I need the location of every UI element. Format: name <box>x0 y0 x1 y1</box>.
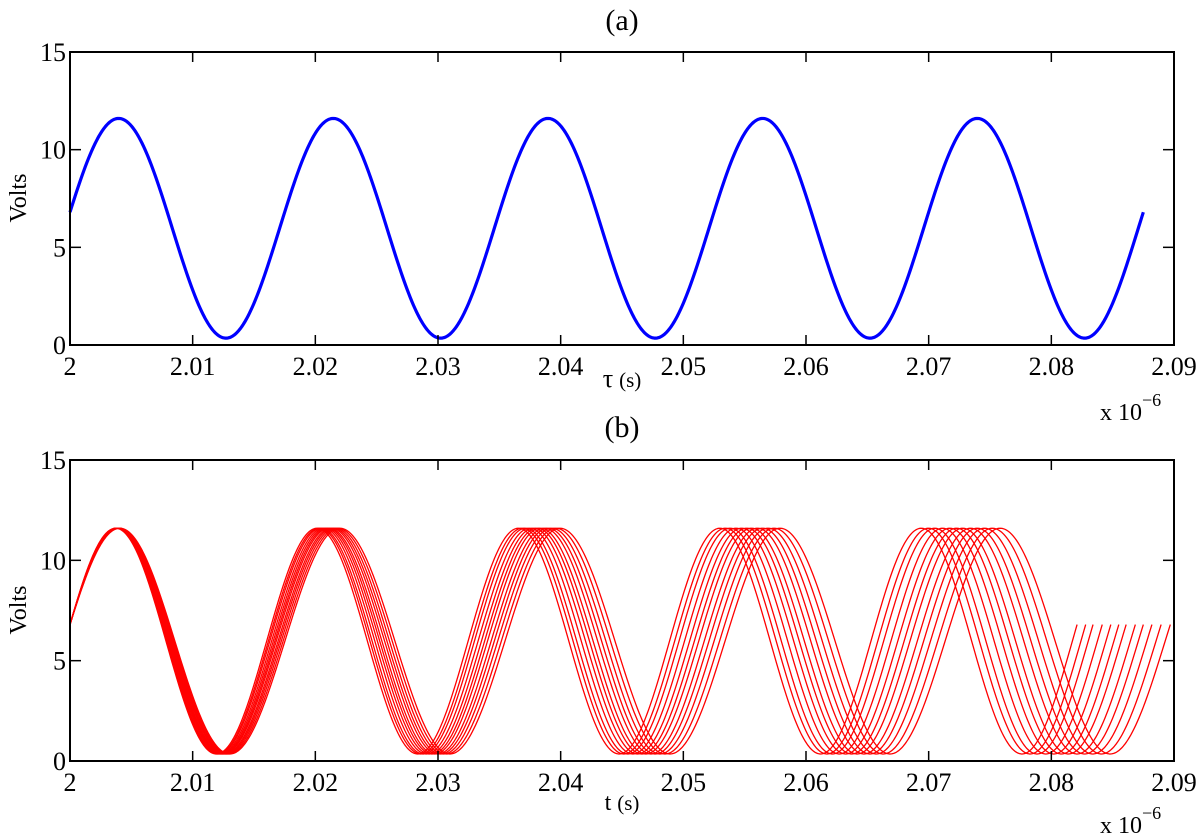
y-tick-label: 10 <box>40 546 66 575</box>
x-tick-label: 2.09 <box>1151 768 1197 797</box>
y-tick-label: 15 <box>40 38 66 67</box>
panel-b-plot-area <box>69 527 1171 755</box>
panel-b-x-multiplier: x 10−6 <box>1100 803 1161 838</box>
x-tick-label: 2.06 <box>783 768 829 797</box>
x-tick-label: 2.06 <box>783 352 829 381</box>
x-tick-label: 2.08 <box>1029 352 1075 381</box>
y-tick-label: 0 <box>53 331 66 360</box>
x-tick-label: 2 <box>64 768 77 797</box>
series-line-b <box>69 527 1094 755</box>
y-tick-label: 15 <box>40 446 66 475</box>
x-tick-label: 2.05 <box>661 352 707 381</box>
x-tick-label: 2.07 <box>906 352 952 381</box>
panel-a-title: (a) <box>605 4 638 37</box>
x-tick-label: 2 <box>64 352 77 381</box>
panel-b-axes-frame <box>69 459 1175 762</box>
panel-b-xlabel: t (s) <box>605 790 640 816</box>
series-line-b <box>69 527 1127 755</box>
series-line-b <box>69 527 1078 755</box>
series-line-a <box>68 116 1145 340</box>
x-tick-label: 2.01 <box>170 352 216 381</box>
y-tick-label: 5 <box>53 647 66 676</box>
x-tick-label: 2.08 <box>1029 768 1075 797</box>
panel-b-ticks: 2 2.01 2.02 2.03 2.04 2.05 2.06 2.07 2.08 2.09 0 5 1… <box>40 446 1197 797</box>
y-tick-label: 10 <box>40 136 66 165</box>
panel-b-ylabel: Volts <box>6 586 32 635</box>
panel-a: 2 2.01 2.02 2.03 2.04 2.05 2.06 2.07 2.08 2.09 0 5 1… <box>6 38 1197 426</box>
x-tick-label: 2.03 <box>415 768 461 797</box>
x-tick-label: 2.01 <box>170 768 216 797</box>
x-tick-label: 2.09 <box>1151 352 1197 381</box>
panel-b: 2 2.01 2.02 2.03 2.04 2.05 2.06 2.07 2.08 2.09 0 5 1… <box>6 446 1197 838</box>
x-tick-label: 2.05 <box>661 768 707 797</box>
series-line-b <box>69 527 1171 755</box>
panel-a-ticks: 2 2.01 2.02 2.03 2.04 2.05 2.06 2.07 2.08 2.09 0 5 1… <box>40 38 1197 381</box>
x-tick-label: 2.03 <box>415 352 461 381</box>
series-line-b <box>69 527 1120 755</box>
x-tick-label: 2.02 <box>293 352 339 381</box>
series-line-b <box>69 527 1153 755</box>
series-line-b <box>69 527 1136 755</box>
panel-a-x-multiplier: x 10−6 <box>1100 390 1161 426</box>
y-tick-label: 0 <box>53 747 66 776</box>
x-tick-label: 2.04 <box>538 352 584 381</box>
series-line-b <box>69 527 1087 755</box>
x-tick-label: 2.07 <box>906 768 952 797</box>
series-line-b <box>69 527 1144 755</box>
series-line-b <box>69 527 1162 755</box>
y-tick-label: 5 <box>53 233 66 262</box>
x-tick-label: 2.04 <box>538 768 584 797</box>
x-tick-label: 2.02 <box>293 768 339 797</box>
panel-a-axes-frame <box>69 51 1175 346</box>
series-line-b <box>69 527 1103 755</box>
panel-a-xlabel: τ (s) <box>603 364 642 393</box>
panel-a-ylabel: Volts <box>6 174 32 223</box>
panel-b-title: (b) <box>605 411 640 444</box>
series-line-b <box>69 527 1112 755</box>
panel-a-plot-area <box>68 116 1145 340</box>
